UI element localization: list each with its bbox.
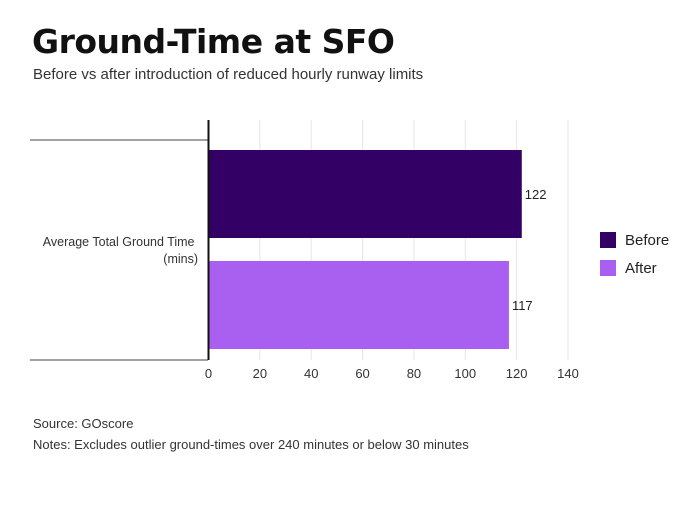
legend-label-before: Before	[625, 231, 670, 249]
bars	[208, 150, 522, 349]
data-labels: 122 117	[512, 187, 547, 313]
x-tick-label-0: 0	[205, 366, 212, 381]
x-tick-label-60: 60	[355, 366, 369, 381]
bar-before	[208, 150, 522, 238]
data-label-before: 122	[525, 187, 547, 202]
category-label-line-1: Average Total Ground Time	[43, 235, 195, 249]
legend-label-after: After	[625, 259, 657, 277]
legend: Before After	[600, 226, 669, 282]
data-label-after: 117	[512, 298, 533, 313]
category-label-line-2: (mins)	[163, 252, 198, 266]
x-tick-label-20: 20	[253, 366, 267, 381]
x-tick-label-120: 120	[506, 366, 528, 381]
x-tick-label-40: 40	[304, 366, 318, 381]
x-tick-label-80: 80	[407, 366, 421, 381]
source-note: Source: GOscore	[33, 416, 134, 431]
x-tick-label-100: 100	[454, 366, 476, 381]
category-label: Average Total Ground Time (mins)	[43, 235, 198, 266]
x-axis-ticks: 0 20 40 60 80 100 120 140	[205, 366, 579, 381]
legend-swatch-after	[600, 260, 616, 276]
notes: Notes: Excludes outlier ground-times ove…	[33, 437, 469, 452]
legend-item-after: After	[600, 254, 669, 282]
legend-swatch-before	[600, 232, 616, 248]
bar-after	[208, 261, 509, 349]
chart-title: Ground-Time at SFO	[32, 22, 395, 61]
chart-subtitle: Before vs after introduction of reduced …	[33, 66, 424, 83]
legend-item-before: Before	[600, 226, 669, 254]
x-tick-label-140: 140	[557, 366, 579, 381]
